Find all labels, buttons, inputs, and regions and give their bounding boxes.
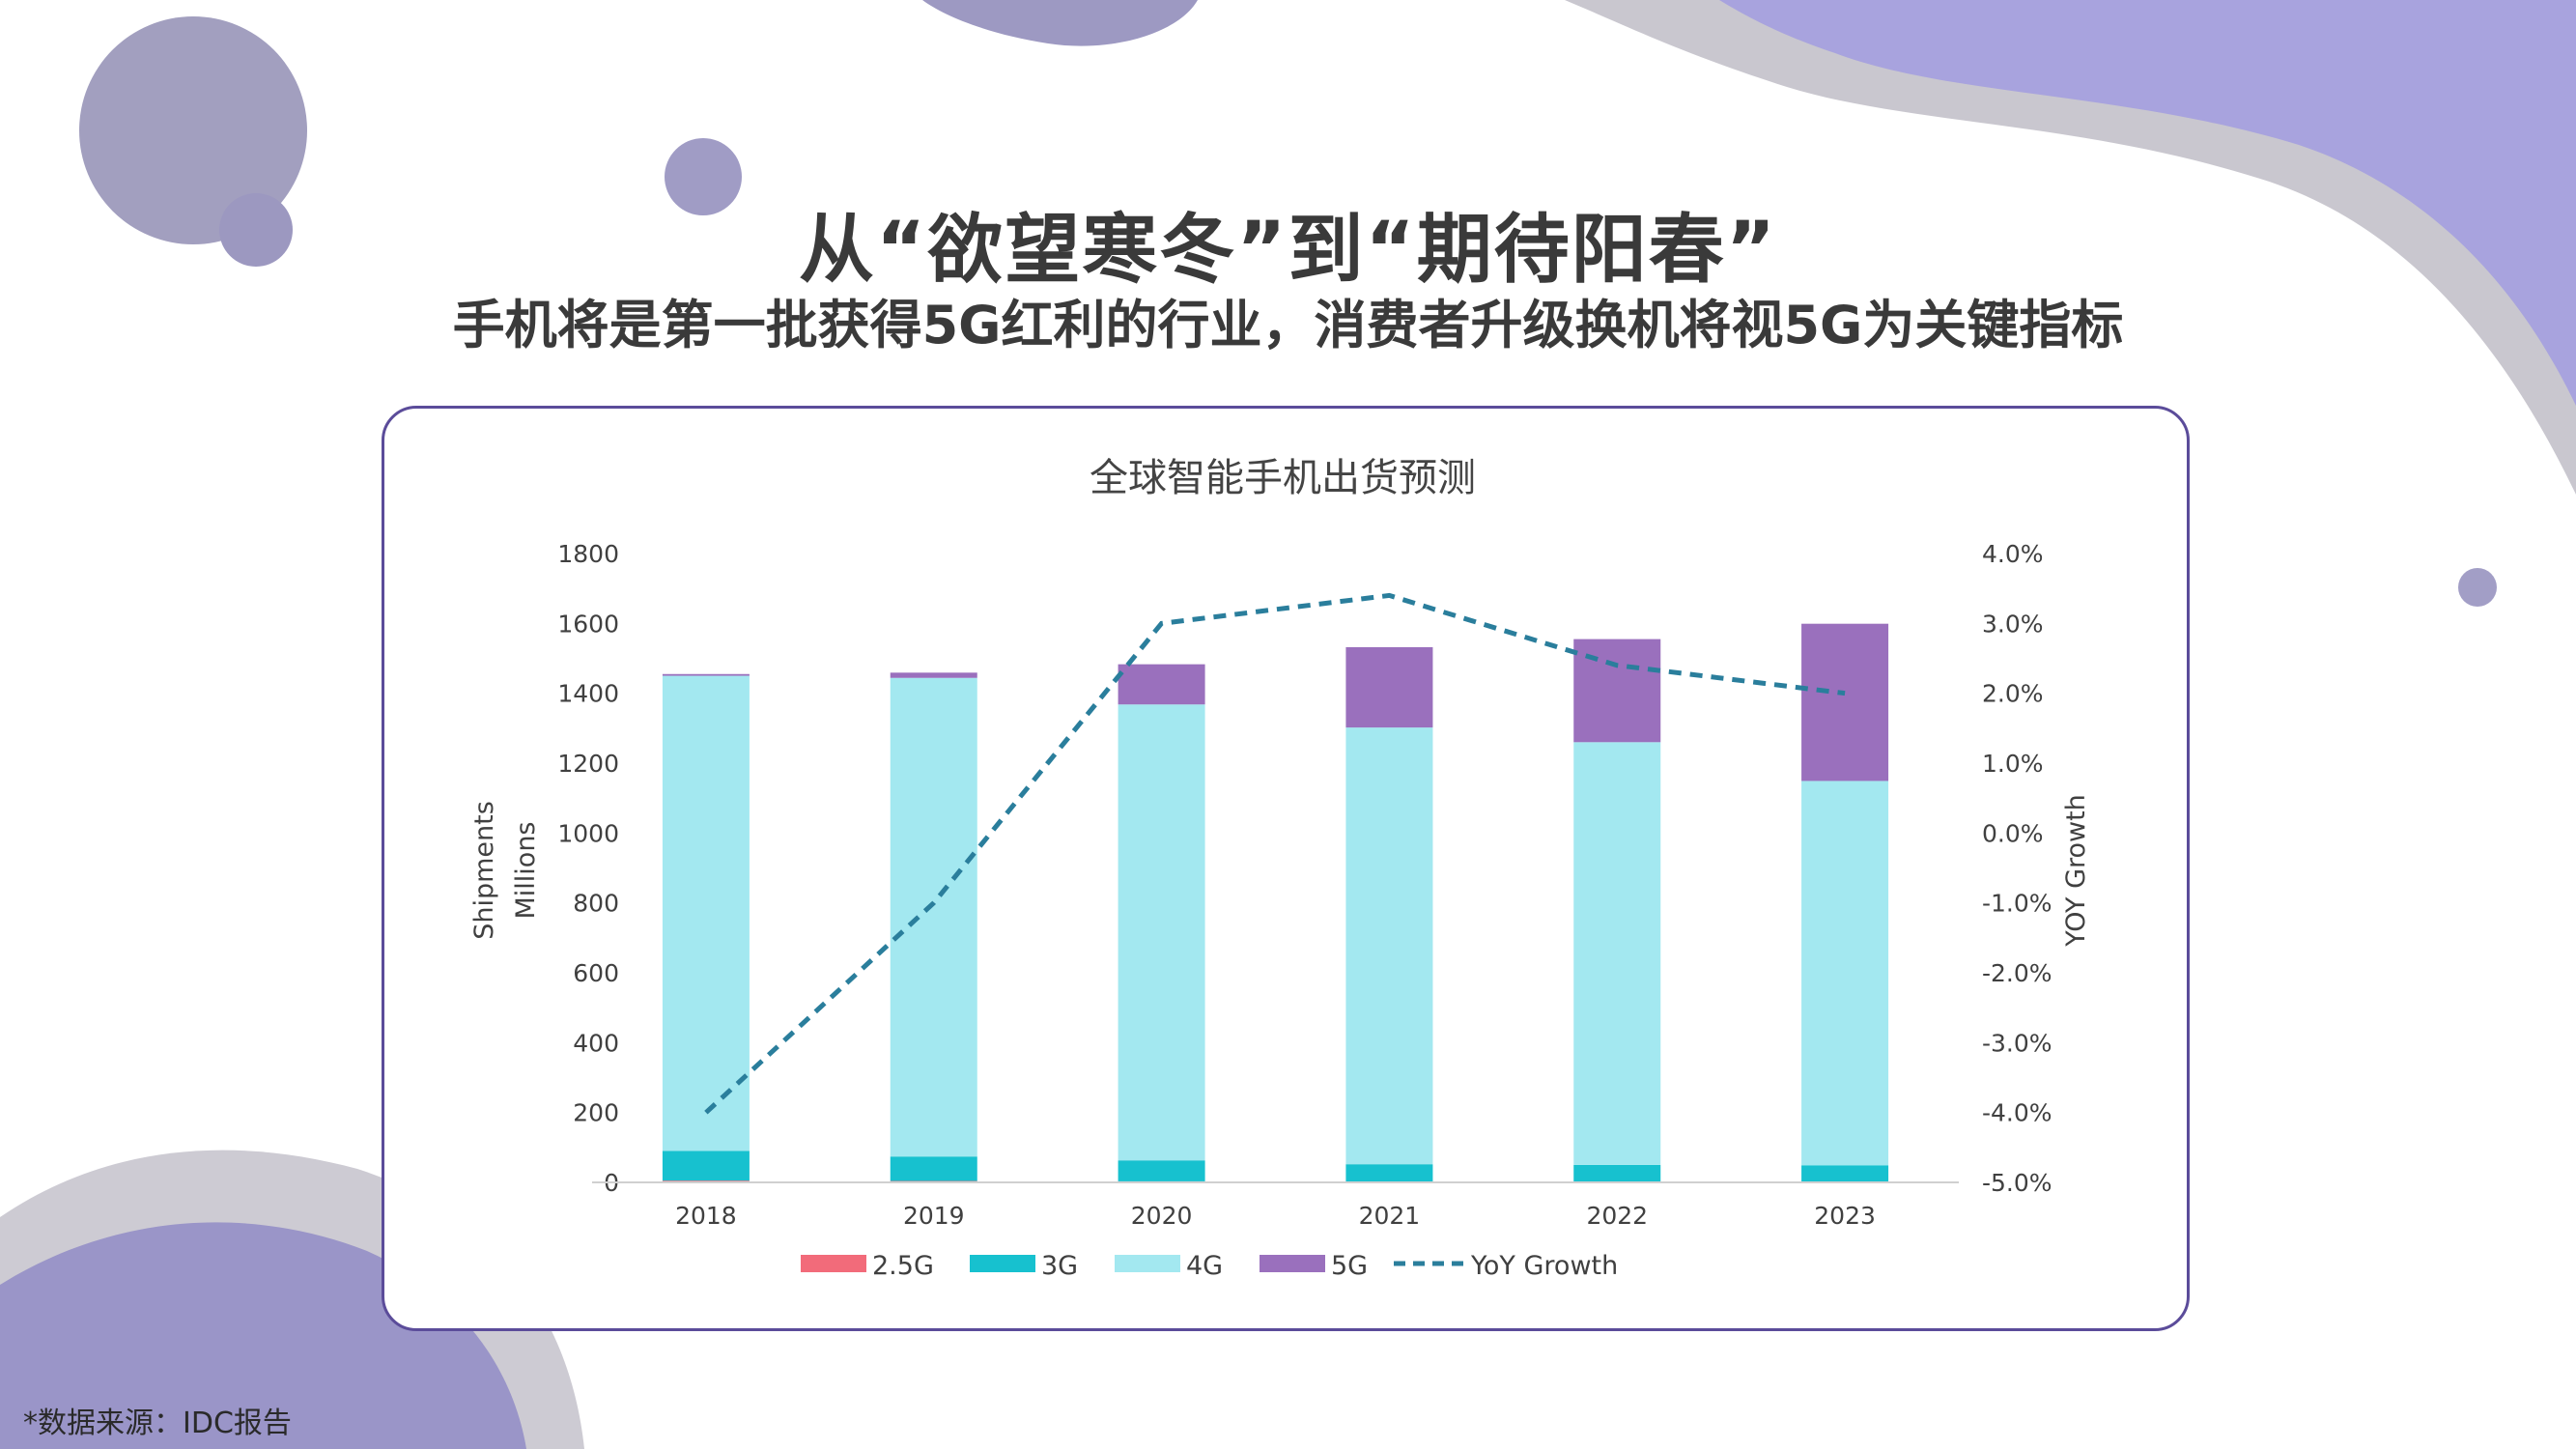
bar-3g <box>890 1156 977 1181</box>
y2-tick-label: 2.0% <box>1982 680 2044 708</box>
y2-tick-label: 0.0% <box>1982 819 2044 847</box>
x-tick-label: 2018 <box>675 1202 737 1230</box>
y2-tick-label: 3.0% <box>1982 610 2044 638</box>
y-tick-label: 800 <box>573 890 619 918</box>
y2-tick-label: -2.0% <box>1982 959 2052 987</box>
bar-3g <box>1573 1164 1661 1182</box>
y2-tick-label: -1.0% <box>1982 890 2052 918</box>
top-right-purple-blob <box>1719 0 2576 406</box>
bar-4g <box>662 675 750 1151</box>
bar-5g <box>890 672 977 678</box>
legend-2-5g-swatch <box>801 1255 866 1272</box>
bar-5g <box>1345 646 1433 728</box>
y2-tick-label: -5.0% <box>1982 1169 2052 1197</box>
yoy-growth-line <box>704 592 1846 1115</box>
y-axis-right: 4.0% 3.0% 2.0% 1.0% 0.0% -1.0% -2.0% -3.0% -4.0%… <box>1982 540 2052 1197</box>
bar-series <box>662 623 1889 1182</box>
y-tick-label: 400 <box>573 1029 619 1057</box>
y-tick-label: 600 <box>573 959 619 987</box>
chart-title: 全球智能手机出货预测 <box>1090 456 1476 500</box>
source-note: *数据来源：IDC报告 <box>23 1406 292 1440</box>
top-center-blob <box>922 0 1198 46</box>
bar-4g <box>890 677 977 1157</box>
x-tick-label: 2020 <box>1131 1202 1193 1230</box>
bar-5g <box>1118 664 1205 705</box>
bar-3g <box>1118 1160 1205 1181</box>
bar-3g <box>1801 1165 1889 1182</box>
x-tick-label: 2021 <box>1359 1202 1421 1230</box>
y2-tick-label: 4.0% <box>1982 540 2044 568</box>
page-title: 从“欲望寒冬”到“期待阳春” <box>798 207 1778 294</box>
y-tick-label: 1600 <box>557 610 619 638</box>
y2-tick-label: 1.0% <box>1982 750 2044 778</box>
y-tick-label: 200 <box>573 1099 619 1127</box>
bar-4g <box>1801 781 1889 1166</box>
bar-5g <box>1801 623 1889 781</box>
right-small-dot <box>2458 568 2497 607</box>
x-axis: 2018 2019 2020 2021 2022 2023 <box>675 1202 1876 1230</box>
x-tick-label: 2023 <box>1814 1202 1876 1230</box>
chart-legend: 2.5G 3G 4G 5G YoY Growth <box>801 1251 1618 1281</box>
y2-axis-title: YOY Growth <box>2061 794 2091 948</box>
x-tick-label: 2019 <box>903 1202 965 1230</box>
y-tick-label: 1400 <box>557 680 619 708</box>
legend-2-5g-label: 2.5G <box>872 1251 934 1281</box>
legend-4g-label: 4G <box>1186 1251 1223 1281</box>
y-tick-label: 1200 <box>557 750 619 778</box>
bar-5g <box>662 673 750 676</box>
legend-5g-label: 5G <box>1331 1251 1368 1281</box>
bar-4g <box>1573 742 1661 1165</box>
bar-4g <box>1118 704 1205 1161</box>
shipments-chart: 全球智能手机出货预测 1800 1600 1400 1200 1000 800 600 400… <box>469 456 2091 1281</box>
bar-3g <box>662 1151 750 1181</box>
y-axis-title-line2: Millions <box>511 822 541 920</box>
legend-4g-swatch <box>1115 1255 1180 1272</box>
legend-yoy-label: YoY Growth <box>1470 1251 1618 1281</box>
floating-circle <box>665 138 742 215</box>
legend-3g-label: 3G <box>1041 1251 1078 1281</box>
top-left-large-circle <box>79 16 307 244</box>
y-axis-title-line1: Shipments <box>469 801 499 940</box>
legend-3g-swatch <box>970 1255 1035 1272</box>
bar-4g <box>1345 727 1433 1165</box>
bar-3g <box>1345 1164 1433 1182</box>
legend-5g-swatch <box>1260 1255 1325 1272</box>
top-left-small-circle <box>219 193 293 267</box>
y-tick-label: 1000 <box>557 819 619 847</box>
chart-panel: 全球智能手机出货预测 1800 1600 1400 1200 1000 800 600 400… <box>382 406 2190 1331</box>
y2-tick-label: -4.0% <box>1982 1099 2052 1127</box>
y2-tick-label: -3.0% <box>1982 1029 2052 1057</box>
y-tick-label: 1800 <box>557 540 619 568</box>
page-subtitle: 手机将是第一批获得5G红利的行业，消费者升级换机将视5G为关键指标 <box>452 295 2124 355</box>
x-tick-label: 2022 <box>1586 1202 1648 1230</box>
